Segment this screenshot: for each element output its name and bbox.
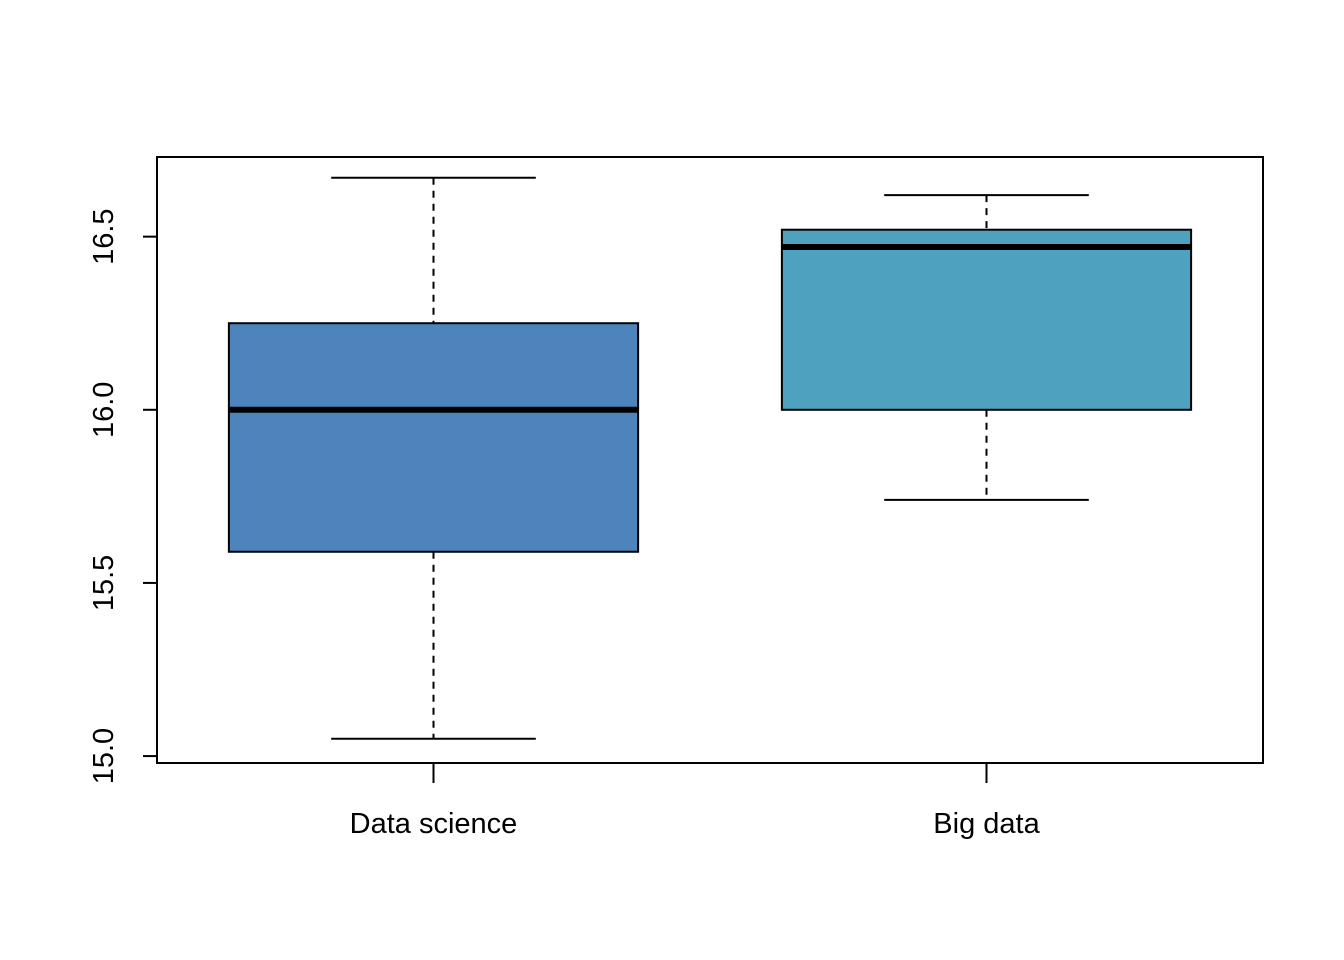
box-series (227, 176, 1193, 740)
box-0 (227, 176, 640, 740)
y-tick-label: 15.5 (88, 555, 120, 611)
y-tick-label: 16.5 (88, 208, 120, 264)
y-axis: 15.0 15.5 16.0 16.5 (88, 208, 158, 784)
x-axis: Data science Big data (350, 763, 1041, 840)
box-body (227, 322, 640, 553)
y-tick-label: 15.0 (88, 728, 120, 784)
x-category-label: Big data (933, 808, 1040, 840)
x-category-label: Data science (350, 808, 518, 840)
y-tick-label: 16.0 (88, 382, 120, 438)
box-1 (780, 194, 1193, 501)
box-body (780, 228, 1193, 411)
